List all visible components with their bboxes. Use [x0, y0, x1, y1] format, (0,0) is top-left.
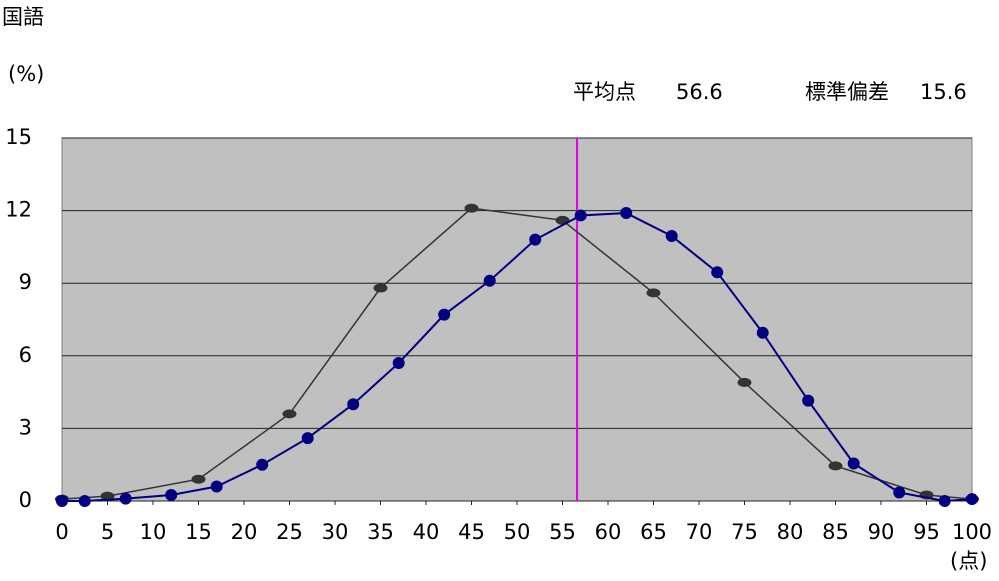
x-tick-label: 75: [731, 520, 758, 544]
sd-label: 標準偏差: [805, 80, 889, 104]
point: [646, 288, 661, 298]
series-line: [61, 207, 973, 500]
x-tick-label: 80: [777, 520, 804, 544]
point: [256, 458, 269, 471]
x-tick-label: 35: [367, 520, 394, 544]
point: [737, 377, 752, 387]
point: [119, 492, 132, 505]
y-tick-label: 0: [19, 488, 32, 512]
mean-value: 56.6: [676, 80, 723, 104]
point: [847, 457, 860, 470]
point: [464, 203, 479, 213]
point: [620, 207, 633, 220]
point: [56, 495, 68, 507]
point: [828, 461, 843, 471]
x-tick-label: 70: [686, 520, 713, 544]
series-line: [62, 212, 973, 503]
point: [966, 493, 978, 506]
x-tick-label: 45: [458, 520, 485, 544]
x-tick-label: 60: [595, 520, 622, 544]
point: [483, 274, 496, 287]
x-tick-label: 85: [822, 520, 849, 544]
y-tick-label: 15: [5, 125, 32, 149]
point: [78, 495, 91, 507]
point: [529, 233, 542, 246]
point: [392, 357, 405, 370]
y-axis-label: (%): [8, 62, 44, 86]
x-tick-label: 100: [952, 520, 992, 544]
x-axis-label: (点): [950, 549, 987, 573]
x-tick-label: 30: [322, 520, 349, 544]
point: [938, 495, 951, 507]
point: [100, 491, 115, 501]
x-tick-label: 0: [55, 520, 68, 544]
y-tick-label: 12: [5, 198, 32, 222]
mean-label: 平均点: [573, 80, 636, 104]
point: [574, 209, 587, 222]
y-tick-label: 9: [19, 270, 32, 294]
plot-area: [61, 137, 973, 502]
point: [373, 283, 388, 293]
x-tick-label: 90: [868, 520, 895, 544]
x-tick-label: 95: [913, 520, 940, 544]
x-tick-label: 65: [640, 520, 667, 544]
x-tick-label: 20: [231, 520, 258, 544]
x-tick-label: 5: [101, 520, 114, 544]
point: [301, 432, 314, 445]
x-tick-label: 25: [276, 520, 303, 544]
point: [756, 326, 769, 339]
point: [802, 394, 815, 407]
sd-value: 15.6: [920, 80, 967, 104]
point: [191, 474, 206, 484]
y-tick-label: 6: [19, 343, 32, 367]
point: [347, 398, 360, 411]
point: [438, 308, 451, 321]
point: [893, 486, 906, 499]
point: [665, 230, 678, 243]
x-tick-label: 10: [140, 520, 167, 544]
x-tick-label: 40: [413, 520, 440, 544]
point: [282, 409, 297, 419]
y-tick-label: 3: [19, 415, 32, 439]
point: [165, 488, 178, 501]
point: [210, 480, 223, 493]
point: [711, 266, 724, 279]
x-tick-label: 15: [185, 520, 212, 544]
x-tick-label: 50: [504, 520, 531, 544]
chart-title: 国語: [2, 5, 44, 29]
x-tick-label: 55: [549, 520, 576, 544]
